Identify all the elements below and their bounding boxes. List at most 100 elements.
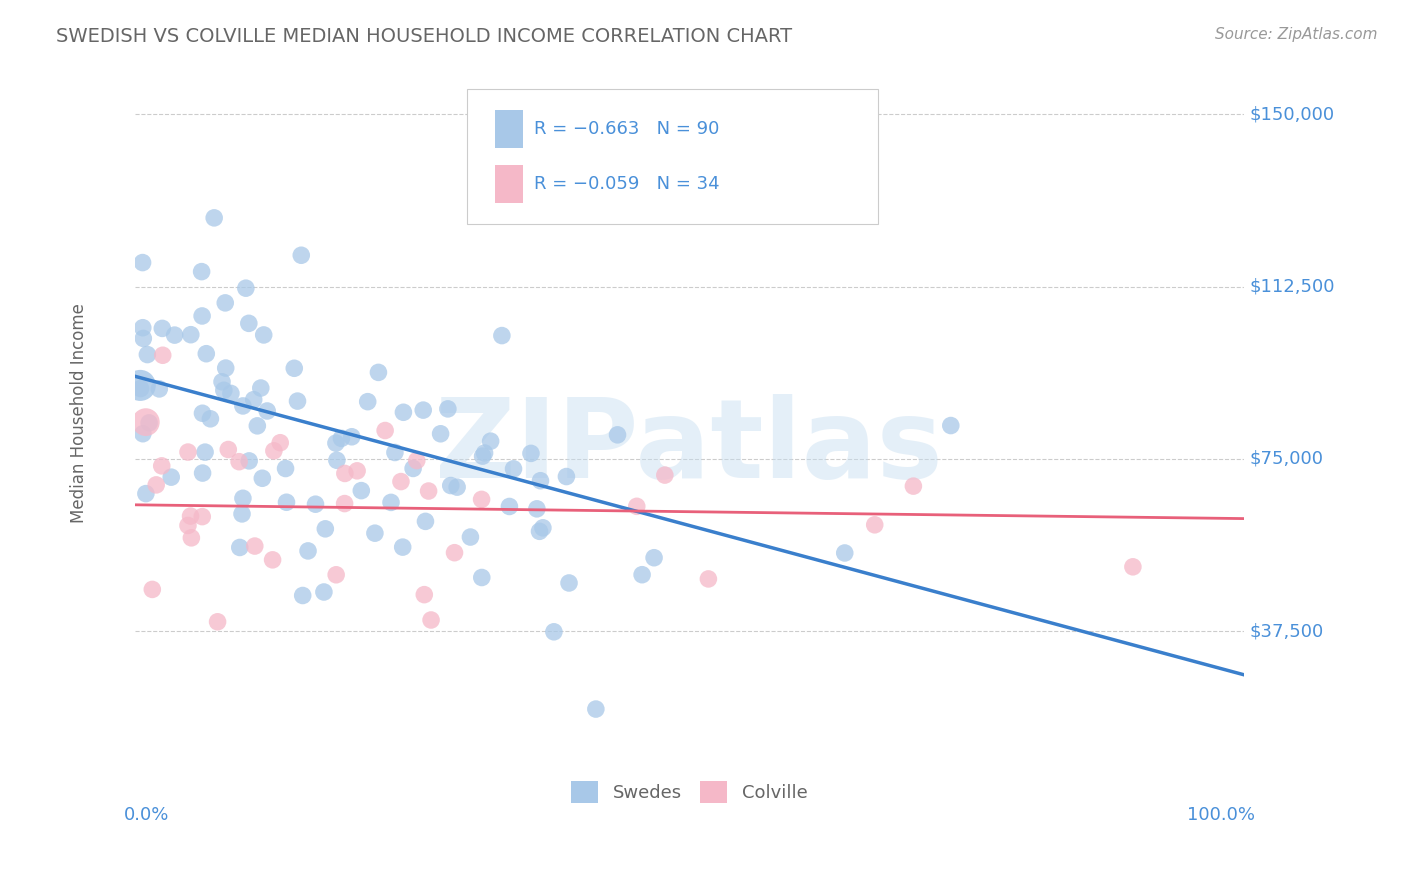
Point bbox=[232, 399, 254, 413]
Point bbox=[479, 434, 502, 449]
Point bbox=[243, 539, 266, 553]
Point bbox=[163, 328, 186, 343]
Point bbox=[420, 613, 443, 627]
Point bbox=[229, 541, 252, 555]
Point bbox=[263, 443, 285, 458]
Point bbox=[471, 570, 494, 584]
Point bbox=[150, 458, 173, 473]
Point bbox=[312, 585, 335, 599]
Point bbox=[269, 435, 291, 450]
Legend: Swedes, Colville: Swedes, Colville bbox=[564, 774, 814, 810]
Point bbox=[555, 469, 578, 483]
Point bbox=[150, 321, 173, 335]
Text: Source: ZipAtlas.com: Source: ZipAtlas.com bbox=[1215, 27, 1378, 42]
Point bbox=[238, 454, 260, 468]
Point bbox=[491, 328, 513, 343]
Point bbox=[440, 478, 463, 492]
Point bbox=[152, 348, 174, 362]
Point bbox=[135, 415, 157, 429]
Point bbox=[256, 404, 278, 418]
Point bbox=[195, 347, 218, 361]
Point bbox=[384, 445, 406, 459]
Point bbox=[460, 530, 482, 544]
Point bbox=[502, 462, 524, 476]
Point bbox=[304, 497, 326, 511]
Point bbox=[180, 531, 202, 545]
Point bbox=[631, 567, 654, 582]
Point bbox=[585, 702, 607, 716]
Point bbox=[262, 553, 284, 567]
Point bbox=[129, 378, 152, 392]
Point bbox=[903, 479, 925, 493]
Point bbox=[350, 483, 373, 498]
Point bbox=[132, 320, 155, 334]
Point bbox=[443, 546, 465, 560]
Point bbox=[520, 446, 543, 460]
Point bbox=[834, 546, 856, 560]
Point bbox=[177, 445, 200, 459]
Point bbox=[191, 309, 214, 323]
Point bbox=[325, 436, 347, 450]
Bar bbox=[495, 165, 523, 202]
Point bbox=[415, 514, 437, 528]
Point bbox=[136, 347, 159, 361]
Point bbox=[145, 478, 167, 492]
Point bbox=[402, 461, 425, 475]
Point bbox=[391, 540, 413, 554]
Point bbox=[498, 500, 520, 514]
Point bbox=[446, 480, 468, 494]
Point bbox=[249, 381, 271, 395]
Text: $37,500: $37,500 bbox=[1250, 622, 1323, 640]
Point bbox=[405, 453, 427, 467]
Point bbox=[235, 281, 257, 295]
Point bbox=[214, 296, 236, 310]
Point bbox=[290, 248, 312, 262]
Point bbox=[231, 507, 253, 521]
Point bbox=[200, 412, 222, 426]
Point bbox=[283, 361, 305, 376]
Text: SWEDISH VS COLVILLE MEDIAN HOUSEHOLD INCOME CORRELATION CHART: SWEDISH VS COLVILLE MEDIAN HOUSEHOLD INC… bbox=[56, 27, 793, 45]
Point bbox=[643, 550, 665, 565]
Point bbox=[135, 486, 157, 500]
Point bbox=[238, 316, 260, 330]
Point bbox=[412, 403, 434, 417]
Point bbox=[138, 416, 160, 430]
Point bbox=[333, 467, 356, 481]
Point bbox=[380, 495, 402, 509]
Text: $75,000: $75,000 bbox=[1250, 450, 1323, 468]
Point bbox=[228, 455, 250, 469]
Point bbox=[180, 327, 202, 342]
Point bbox=[219, 386, 242, 401]
Point bbox=[529, 474, 551, 488]
Point bbox=[253, 327, 276, 342]
Point bbox=[346, 464, 368, 478]
Point bbox=[357, 394, 380, 409]
Point bbox=[340, 430, 363, 444]
Point bbox=[132, 331, 155, 345]
Point bbox=[326, 453, 349, 467]
Point bbox=[606, 427, 628, 442]
Point bbox=[274, 461, 297, 475]
Point bbox=[413, 588, 436, 602]
Point bbox=[207, 615, 229, 629]
Point bbox=[212, 384, 235, 398]
Point bbox=[437, 401, 460, 416]
Point bbox=[558, 576, 581, 591]
Point bbox=[697, 572, 720, 586]
Point bbox=[374, 424, 396, 438]
Point bbox=[863, 517, 886, 532]
Point bbox=[131, 255, 153, 269]
Point bbox=[314, 522, 336, 536]
Point bbox=[626, 500, 648, 514]
Point bbox=[191, 466, 214, 480]
Point bbox=[471, 492, 494, 507]
Point bbox=[291, 589, 314, 603]
Point bbox=[297, 544, 319, 558]
Point bbox=[389, 475, 412, 489]
Point bbox=[287, 394, 309, 409]
Point bbox=[392, 405, 415, 419]
Point bbox=[429, 426, 451, 441]
Point bbox=[330, 431, 353, 445]
Point bbox=[232, 491, 254, 506]
Point bbox=[418, 483, 440, 498]
